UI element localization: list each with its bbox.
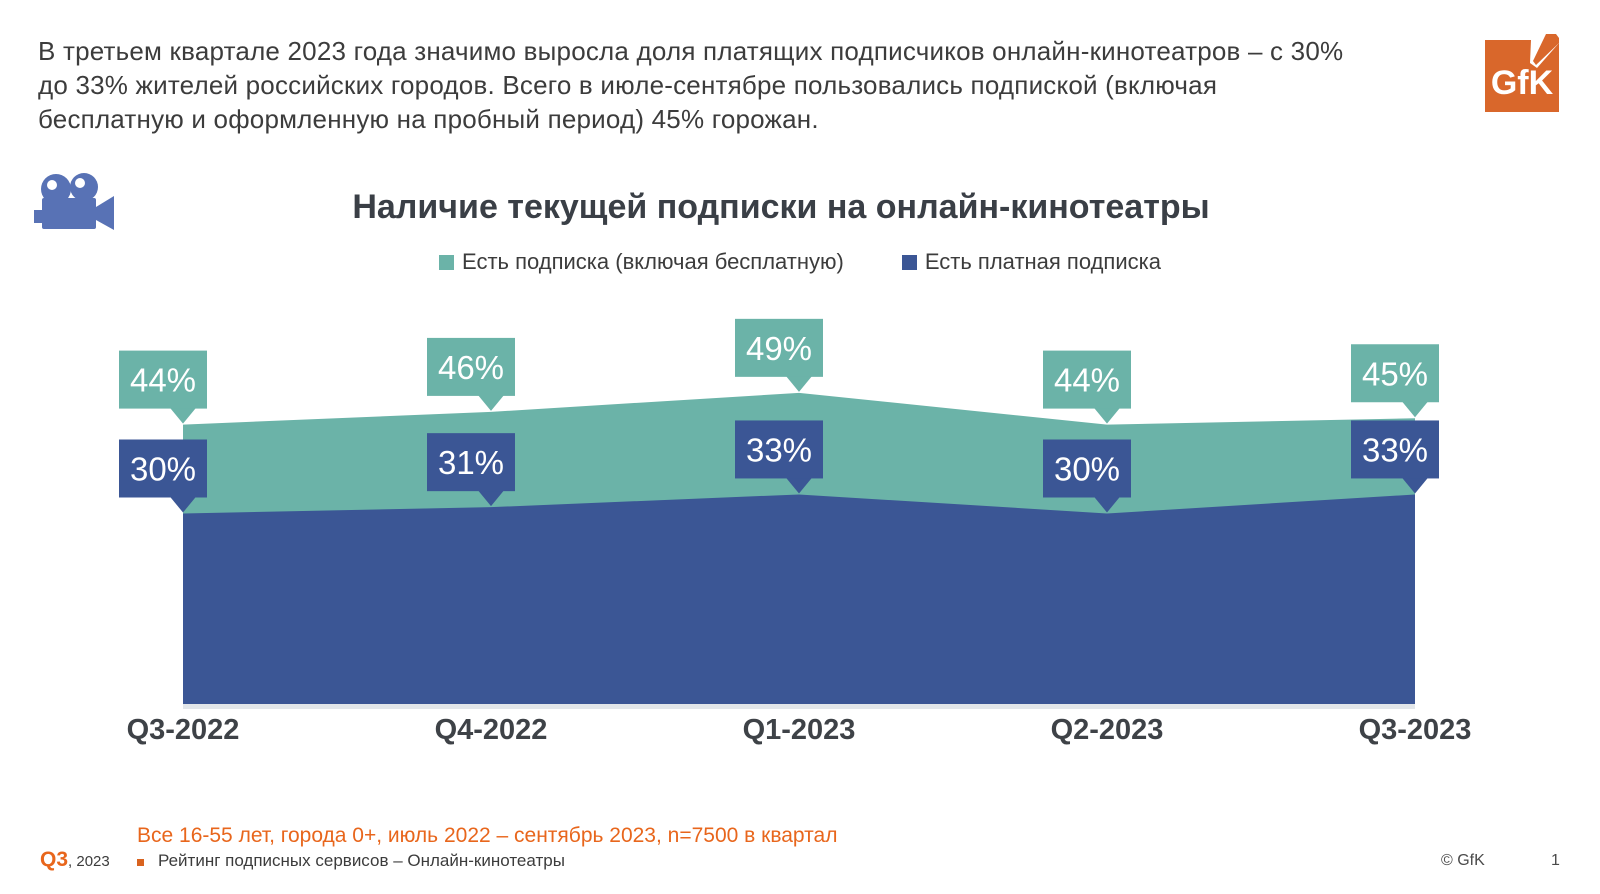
legend-swatch-any-subscription bbox=[439, 254, 455, 270]
footer-bullet-icon bbox=[137, 859, 144, 866]
data-label-callout-1-Q1-2023: 33% bbox=[735, 420, 823, 494]
gfk-logo-graphic: GfK bbox=[1485, 34, 1559, 112]
data-label-value: 30% bbox=[130, 451, 196, 488]
data-label-callout-0-Q4-2022: 46% bbox=[427, 337, 515, 411]
area-chart: 44% 46% 49% 44% 45% 30% 31% 33% 30% 33% bbox=[119, 318, 1439, 709]
data-label-callout-0-Q3-2023: 45% bbox=[1351, 344, 1439, 418]
gfk-logo-text: GfK bbox=[1491, 64, 1554, 102]
data-label-callout-1-Q3-2022: 30% bbox=[119, 439, 207, 513]
footer-quarter-label: Q3 bbox=[40, 848, 69, 871]
data-label-callout-0-Q1-2023: 49% bbox=[735, 318, 823, 392]
x-axis-label-Q3-2022: Q3-2022 bbox=[126, 714, 240, 746]
footer-year: , 2023 bbox=[68, 853, 110, 870]
x-axis-label-Q2-2023: Q2-2023 bbox=[1050, 714, 1164, 746]
x-axis-label-Q4-2022: Q4-2022 bbox=[434, 714, 548, 746]
footer-report-title: Рейтинг подписных сервисов – Онлайн-кино… bbox=[158, 851, 565, 870]
chart-baseline-shadow bbox=[183, 704, 1415, 709]
chart-title: Наличие текущей подписки на онлайн-кинот… bbox=[352, 188, 1210, 226]
legend-item-paid-subscription: Есть платная подписка bbox=[901, 249, 1161, 275]
data-label-value: 46% bbox=[438, 349, 504, 386]
footer-copyright: © GfK bbox=[1441, 852, 1485, 869]
gfk-logo: GfK bbox=[1484, 34, 1560, 116]
data-label-value: 33% bbox=[746, 431, 812, 468]
x-axis-label-Q1-2023: Q1-2023 bbox=[742, 714, 856, 746]
sample-note: Все 16-55 лет, города 0+, июль 2022 – се… bbox=[137, 824, 838, 847]
footer-quarter: Q3, 2023 bbox=[40, 848, 110, 872]
data-label-value: 49% bbox=[746, 330, 812, 367]
x-axis-label-Q3-2023: Q3-2023 bbox=[1358, 714, 1472, 746]
data-label-value: 44% bbox=[1054, 362, 1120, 399]
movie-camera-icon bbox=[34, 172, 116, 238]
data-label-value: 44% bbox=[130, 362, 196, 399]
data-label-callout-1-Q3-2023: 33% bbox=[1351, 420, 1439, 494]
summary-text: В третьем квартале 2023 года значимо выр… bbox=[38, 36, 1344, 134]
legend-item-any-subscription: Есть подписка (включая бесплатную) bbox=[439, 249, 844, 275]
data-label-callout-1-Q4-2022: 31% bbox=[427, 433, 515, 507]
area-series-1 bbox=[183, 494, 1415, 704]
data-label-value: 45% bbox=[1362, 355, 1428, 392]
legend-swatch-paid-subscription bbox=[901, 254, 917, 270]
legend-label-any-subscription: Есть подписка (включая бесплатную) bbox=[462, 249, 844, 274]
data-label-value: 30% bbox=[1054, 451, 1120, 488]
x-axis: Q3-2022 Q4-2022 Q1-2023 Q2-2023 Q3-2023 bbox=[0, 714, 1600, 758]
data-label-callout-1-Q2-2023: 30% bbox=[1043, 439, 1131, 513]
data-label-value: 31% bbox=[438, 444, 504, 481]
chart-legend: Есть подписка (включая бесплатную) Есть … bbox=[0, 249, 1600, 275]
footer-page-number: 1 bbox=[1551, 852, 1560, 869]
data-label-value: 33% bbox=[1362, 431, 1428, 468]
data-label-callout-0-Q2-2023: 44% bbox=[1043, 350, 1131, 424]
data-label-callout-0-Q3-2022: 44% bbox=[119, 350, 207, 424]
legend-label-paid-subscription: Есть платная подписка bbox=[924, 249, 1161, 274]
